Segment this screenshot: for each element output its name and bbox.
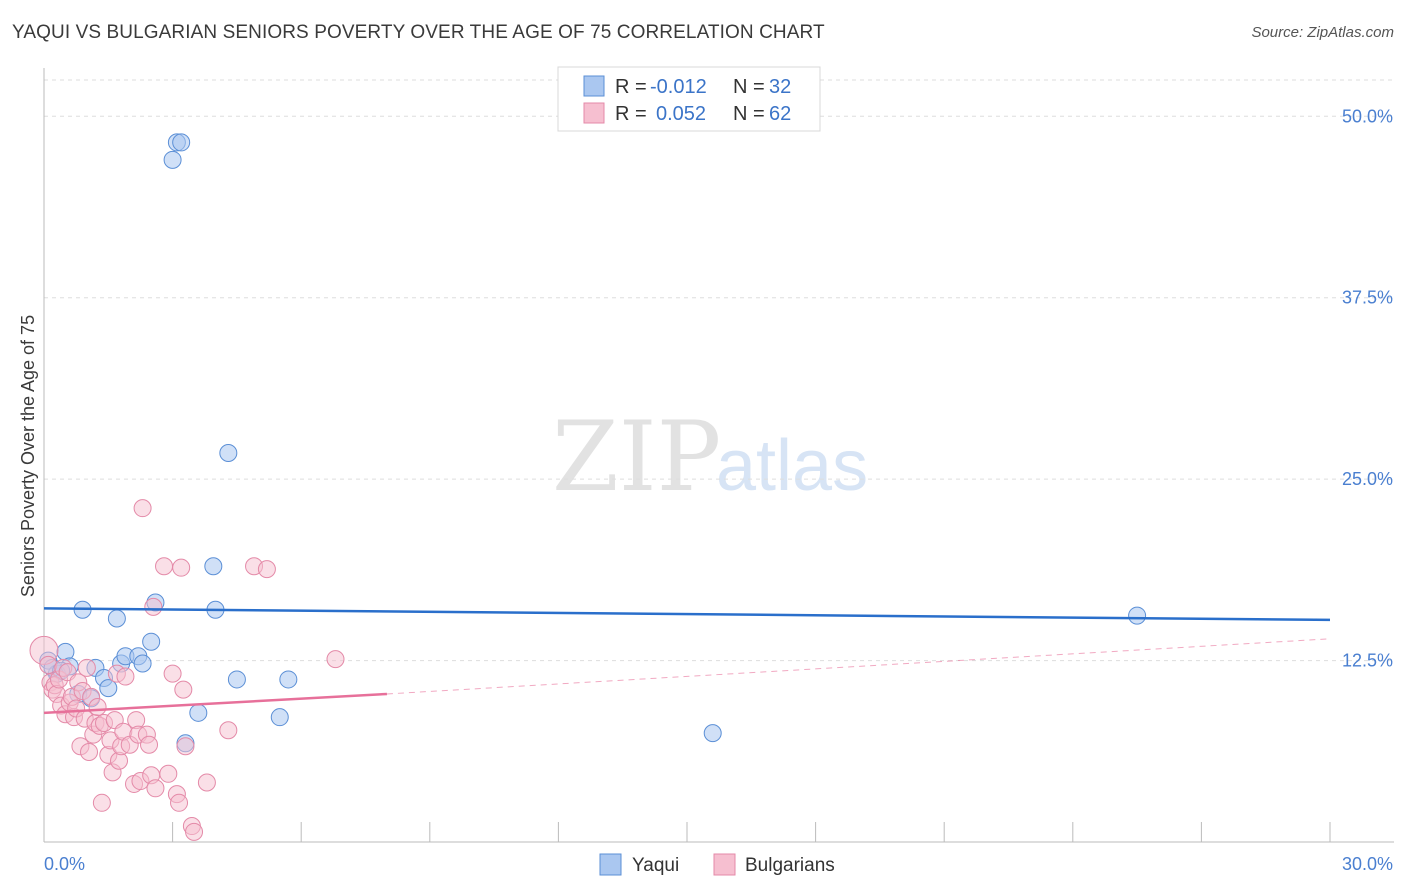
bulgarians-point bbox=[39, 655, 58, 674]
x-tick-label-0: 0.0% bbox=[44, 854, 85, 874]
bulgarians-point bbox=[170, 793, 189, 812]
bulgarians-point bbox=[88, 698, 107, 717]
yaqui-point bbox=[172, 133, 191, 152]
legend-swatch-bulgarians bbox=[583, 102, 605, 124]
bulgarians-point bbox=[92, 793, 111, 812]
stats-legend: R = -0.012 N = 32 R = 0.052 N = 62 bbox=[557, 66, 821, 132]
series-legend: Yaqui Bulgarians bbox=[599, 853, 835, 876]
zipatlas-watermark: ZIP atlas bbox=[552, 401, 868, 513]
axes bbox=[43, 68, 1394, 843]
chart-title: YAQUI VS BULGARIAN SENIORS POVERTY OVER … bbox=[12, 22, 825, 43]
chart-source: Source: ZipAtlas.com bbox=[1251, 24, 1394, 41]
bulgarians-point bbox=[146, 779, 165, 798]
y-tick-label-0: 12.5% bbox=[1342, 651, 1393, 671]
bulgarians-point bbox=[140, 735, 159, 754]
yaqui-point bbox=[99, 679, 118, 698]
bulgarians-point bbox=[116, 667, 135, 686]
yaqui-point bbox=[133, 654, 152, 673]
bulgarians-point bbox=[155, 557, 174, 576]
bulgarians-point bbox=[197, 773, 216, 792]
yaqui-point bbox=[163, 150, 182, 169]
bulgarians-point bbox=[176, 737, 195, 756]
yaqui-point bbox=[142, 632, 161, 651]
bottom-legend-swatch-bulgarians bbox=[713, 853, 736, 876]
bulgarians-point bbox=[326, 650, 345, 669]
watermark-atlas: atlas bbox=[716, 426, 868, 506]
legend-n-value-bulgarians: 62 bbox=[769, 103, 791, 125]
yaqui-trend-line bbox=[43, 607, 1331, 622]
yaqui-point bbox=[219, 444, 238, 463]
yaqui-point bbox=[107, 609, 126, 628]
watermark-zip: ZIP bbox=[552, 401, 721, 513]
bulgarians-series bbox=[29, 499, 345, 841]
bulgarians-trend-line bbox=[43, 692, 388, 715]
trend-lines bbox=[43, 607, 1331, 715]
bulgarians-point bbox=[172, 558, 191, 577]
yaqui-point bbox=[189, 703, 208, 722]
legend-n-label-yaqui: N = bbox=[733, 76, 765, 98]
yaqui-point bbox=[227, 670, 246, 689]
y-tick-label-2: 37.5% bbox=[1342, 288, 1393, 308]
yaqui-point bbox=[279, 670, 298, 689]
y-axis-label: Seniors Poverty Over the Age of 75 bbox=[18, 315, 38, 597]
y-tick-label-1: 25.0% bbox=[1342, 469, 1393, 489]
bulgarians-point bbox=[219, 721, 238, 740]
bulgarians-point bbox=[133, 499, 152, 518]
bulgarians-point bbox=[174, 680, 193, 699]
legend-r-label-bulgarians: R = bbox=[615, 103, 647, 125]
yaqui-point bbox=[703, 724, 722, 743]
yaqui-point bbox=[204, 557, 223, 576]
legend-r-label-yaqui: R = bbox=[615, 76, 647, 98]
bulgarians-point bbox=[257, 560, 276, 579]
legend-n-label-bulgarians: N = bbox=[733, 103, 765, 125]
grid-lines bbox=[44, 79, 1394, 662]
bottom-legend-bulgarians: Bulgarians bbox=[745, 855, 835, 876]
bulgarians-point bbox=[77, 658, 96, 677]
tick-labels: 12.5% 25.0% 37.5% 50.0% 0.0% 30.0% bbox=[44, 106, 1393, 874]
x-tick-label-1: 30.0% bbox=[1342, 854, 1393, 874]
bottom-legend-yaqui: Yaqui bbox=[632, 855, 679, 876]
bulgarians-point bbox=[80, 743, 99, 762]
bottom-legend-swatch-yaqui bbox=[599, 853, 622, 876]
bulgarians-point bbox=[163, 664, 182, 683]
legend-n-value-yaqui: 32 bbox=[769, 76, 791, 98]
bulgarians-point bbox=[159, 764, 178, 783]
y-tick-label-3: 50.0% bbox=[1342, 106, 1393, 126]
legend-r-value-yaqui: -0.012 bbox=[650, 76, 707, 98]
legend-swatch-yaqui bbox=[583, 75, 605, 97]
yaqui-point bbox=[1128, 606, 1147, 625]
bulgarians-point bbox=[185, 822, 204, 841]
legend-r-value-bulgarians: 0.052 bbox=[656, 103, 706, 125]
yaqui-point bbox=[270, 708, 289, 727]
bulgarians-point bbox=[144, 597, 163, 616]
bulgarians-trend-extension bbox=[386, 638, 1331, 695]
